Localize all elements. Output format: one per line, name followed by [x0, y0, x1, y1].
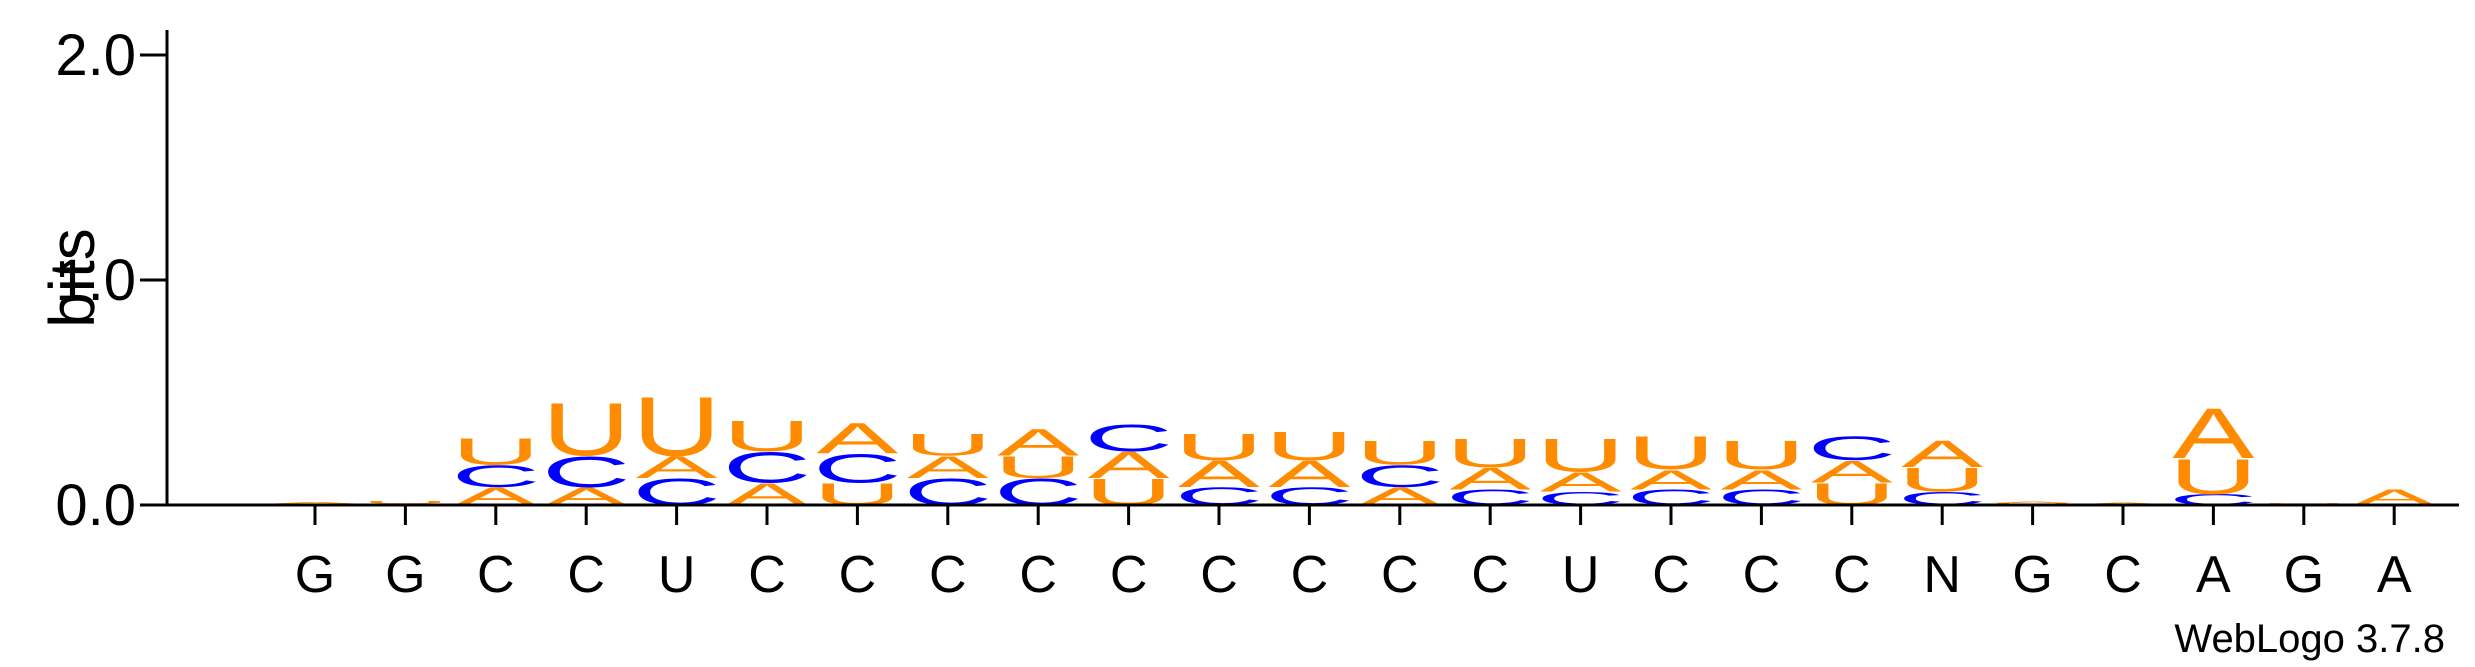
logo-letter-u: U: [1355, 434, 1444, 472]
logo-letter-c: C: [723, 443, 812, 492]
logo-letter-a: A: [274, 502, 356, 504]
logo-letter-u: U: [1265, 424, 1354, 469]
x-tick-label: C: [1019, 546, 1057, 604]
logo-letter-u: U: [994, 450, 1083, 485]
logo-letter-u: U: [1717, 433, 1806, 478]
x-tick-label: C: [1652, 546, 1690, 604]
x-tick-label: U: [658, 546, 696, 604]
x-tick-label: C: [1291, 546, 1329, 604]
logo-letter-a: A: [1268, 454, 1351, 496]
logo-letter-u: U: [451, 431, 540, 473]
logo-letter-u: U: [1536, 429, 1625, 481]
y-axis-ticks: 0.0 1.0 2.0: [55, 23, 167, 538]
x-tick-label: G: [385, 546, 425, 604]
logo-letter-u: U: [2169, 448, 2258, 504]
x-tick-label: N: [1923, 546, 1961, 604]
logo-letter-u: U: [1446, 430, 1535, 475]
logo-stacks: UACUACUACUCAUACUUCACAUCUAUACCAUCAUACUCAU…: [271, 380, 2436, 513]
x-tick-label: A: [2196, 546, 2231, 604]
y-tick-label: 0.0: [55, 473, 136, 538]
x-tick-label: C: [929, 546, 967, 604]
y-tick-label: 2.0: [55, 23, 136, 88]
x-tick-label: C: [1110, 546, 1148, 604]
x-tick-label: C: [1743, 546, 1781, 604]
logo-letter-a: A: [816, 414, 899, 463]
x-tick-label: C: [1200, 546, 1238, 604]
logo-letter-u: U: [2259, 503, 2348, 504]
y-tick-label: 1.0: [55, 248, 136, 313]
logo-letter-u: U: [1627, 427, 1716, 479]
logo-letter-a: A: [1720, 464, 1803, 496]
x-tick-label: G: [2284, 546, 2324, 604]
x-tick-label: C: [1471, 546, 1509, 604]
logo-letter-a: A: [1811, 454, 1893, 489]
logo-letter-c: C: [542, 448, 631, 497]
logo-letter-a: A: [1540, 466, 1623, 498]
logo-letter-c: C: [813, 446, 902, 491]
x-tick-label: C: [2104, 546, 2142, 604]
logo-letter-u: U: [361, 501, 450, 504]
logo-letter-a: A: [1178, 454, 1261, 496]
x-tick-label: U: [1562, 546, 1600, 604]
logo-letter-c: C: [451, 459, 540, 494]
logo-letter-a: A: [1630, 464, 1713, 496]
logo-letter-c: C: [1807, 429, 1896, 467]
x-tick-label: C: [1833, 546, 1871, 604]
logo-letter-a: A: [907, 450, 989, 485]
x-tick-label: C: [567, 546, 605, 604]
x-tick-label: G: [295, 546, 335, 604]
logo-letter-a: A: [2082, 502, 2164, 504]
logo-letter-a: A: [1901, 433, 1984, 475]
logo-letter-a: A: [1992, 502, 2074, 504]
logo-letter-a: A: [1088, 445, 1171, 487]
logo-letter-u: U: [903, 427, 992, 462]
logo-letter-a: A: [636, 450, 718, 485]
logo-letter-u: U: [1175, 427, 1264, 469]
logo-letter-a: A: [1449, 461, 1531, 496]
y-axis-label: bits: [36, 228, 108, 328]
x-tick-label: C: [477, 546, 515, 604]
logo-letter-u: U: [723, 412, 812, 461]
x-tick-label: C: [839, 546, 877, 604]
logo-letter-a: A: [2172, 393, 2254, 473]
x-tick-label: C: [748, 546, 786, 604]
logo-letter-u: U: [1898, 461, 1987, 499]
x-tick-label: G: [2012, 546, 2052, 604]
logo-letter-c: C: [1355, 459, 1444, 494]
logo-letter-a: A: [997, 422, 1080, 464]
x-tick-label: C: [1381, 546, 1419, 604]
weblogo-version-label: WebLogo 3.7.8: [2174, 617, 2445, 661]
x-tick-label: A: [2377, 546, 2412, 604]
logo-letter-u: U: [542, 388, 631, 472]
logo-letter-u: U: [632, 380, 721, 474]
logo-letter-c: C: [1084, 418, 1173, 460]
